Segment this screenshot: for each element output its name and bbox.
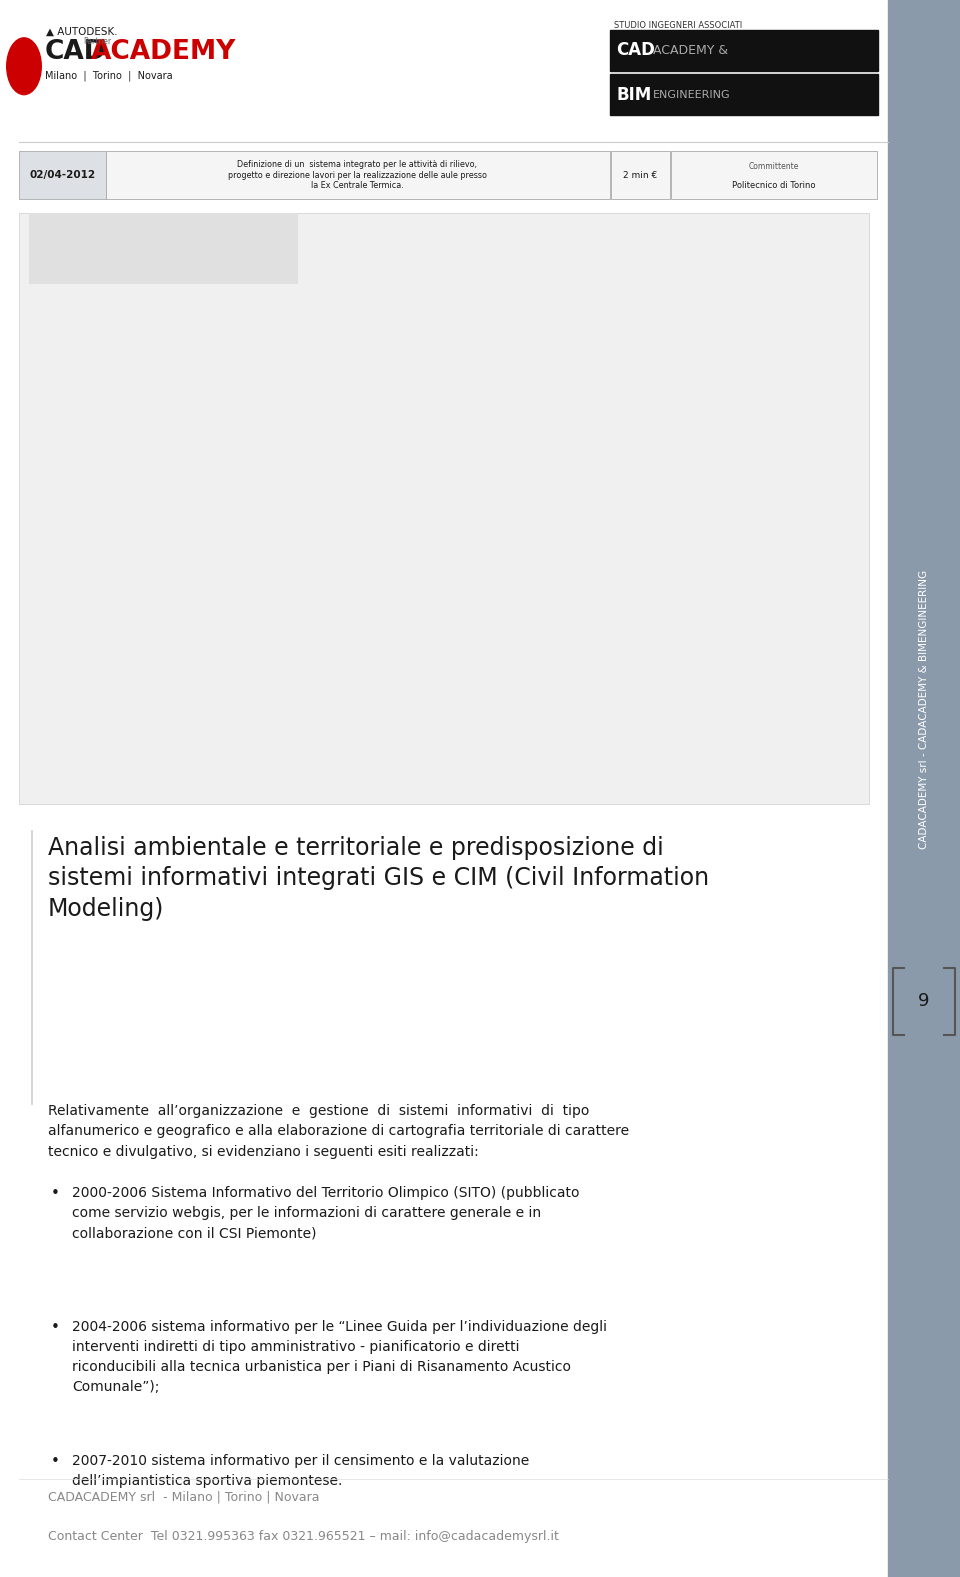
Text: Partner: Partner (84, 36, 111, 46)
Text: CAD: CAD (45, 39, 107, 65)
Text: BIM: BIM (616, 85, 652, 104)
Bar (610, 30, 878, 71)
Text: Definizione di un  sistema integrato per le attività di rilievo,
progetto e dire: Definizione di un sistema integrato per … (228, 159, 487, 191)
Text: CAD: CAD (616, 41, 655, 60)
Text: ACADEMY &: ACADEMY & (653, 44, 728, 57)
Text: 2 min €: 2 min € (623, 170, 658, 180)
Text: STUDIO INGEGNERI ASSOCIATI: STUDIO INGEGNERI ASSOCIATI (614, 21, 743, 30)
Text: Contact Center  Tel 0321.995363 fax 0321.965521 – mail: info@cadacademysrl.it: Contact Center Tel 0321.995363 fax 0321.… (48, 1530, 559, 1542)
Bar (106, 151, 610, 199)
Text: 02/04-2012: 02/04-2012 (30, 170, 95, 180)
Text: ACADEMY: ACADEMY (91, 39, 236, 65)
Text: Analisi ambientale e territoriale e predisposizione di
sistemi informativi integ: Analisi ambientale e territoriale e pred… (48, 836, 709, 921)
Bar (888, 0, 960, 1577)
Bar (19, 151, 106, 199)
Bar (671, 151, 877, 199)
Text: •: • (51, 1320, 60, 1336)
Text: Relativamente  all’organizzazione  e  gestione  di  sistemi  informativi  di  ti: Relativamente all’organizzazione e gesti… (48, 1104, 629, 1159)
Text: •: • (51, 1186, 60, 1202)
Text: 9: 9 (919, 992, 929, 1011)
Text: ▲ AUTODESK.: ▲ AUTODESK. (46, 27, 118, 36)
Text: 2000-2006 Sistema Informativo del Territorio Olimpico (SITO) (pubblicato
come se: 2000-2006 Sistema Informativo del Territ… (72, 1186, 580, 1240)
Bar (29, 213, 298, 284)
Text: •: • (51, 1454, 60, 1470)
Text: CADACADEMY srl - CADACADEMY & BIMENGINEERING: CADACADEMY srl - CADACADEMY & BIMENGINEE… (919, 571, 929, 848)
Text: CADACADEMY srl  - Milano | Torino | Novara: CADACADEMY srl - Milano | Torino | Novar… (48, 1490, 320, 1503)
Text: Milano  |  Torino  |  Novara: Milano | Torino | Novara (45, 71, 173, 80)
Text: Committente: Committente (749, 162, 799, 170)
Text: 2004-2006 sistema informativo per le “Linee Guida per l’individuazione degli
int: 2004-2006 sistema informativo per le “Li… (72, 1320, 607, 1394)
Bar (611, 151, 670, 199)
Bar (610, 74, 878, 115)
Text: Politecnico di Torino: Politecnico di Torino (732, 181, 815, 189)
Text: 2007-2010 sistema informativo per il censimento e la valutazione
dell’impiantist: 2007-2010 sistema informativo per il cen… (72, 1454, 529, 1489)
Text: ENGINEERING: ENGINEERING (653, 90, 731, 99)
Bar (19, 213, 869, 804)
Circle shape (7, 38, 41, 95)
